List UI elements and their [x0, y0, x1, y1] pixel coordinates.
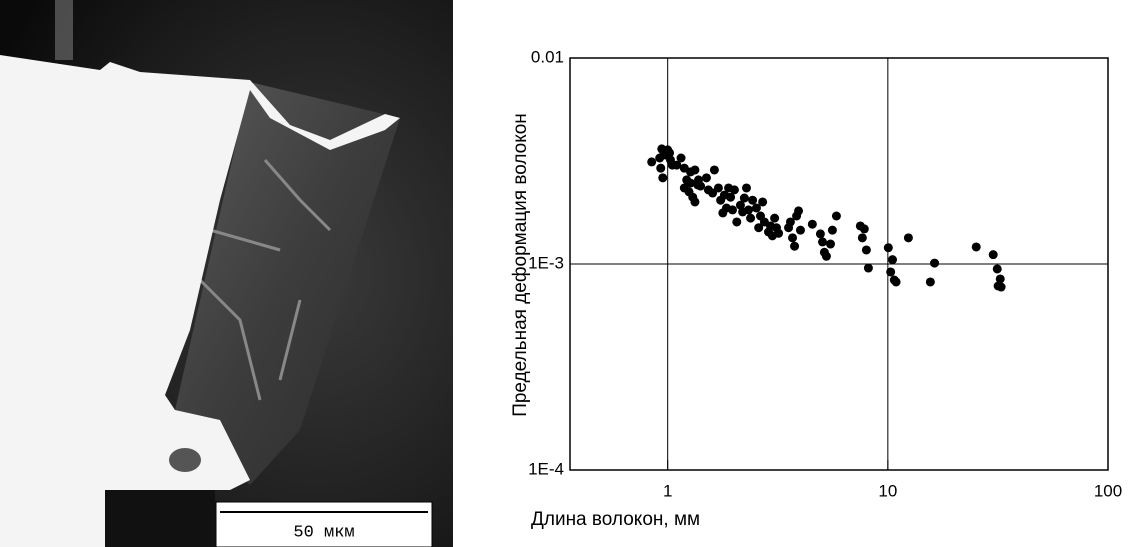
x-tick-label: 100 — [1094, 481, 1122, 500]
point — [748, 195, 758, 205]
point — [770, 213, 780, 223]
point — [826, 239, 836, 249]
point — [746, 213, 756, 223]
point — [971, 242, 981, 252]
micrograph-corner — [105, 490, 215, 547]
point — [686, 178, 696, 188]
point — [996, 282, 1006, 292]
x-axis-label: Длина волокон, мм — [531, 509, 700, 530]
point — [863, 263, 873, 273]
point — [696, 181, 706, 191]
point — [861, 245, 871, 255]
point — [690, 165, 700, 175]
scale-label: 50 мкм — [293, 523, 354, 542]
point — [903, 233, 913, 243]
point — [754, 223, 764, 233]
point — [656, 163, 666, 173]
point — [790, 241, 800, 251]
point — [672, 160, 682, 170]
point — [741, 183, 751, 193]
point — [647, 157, 657, 167]
point — [701, 173, 711, 183]
point — [665, 148, 675, 158]
point — [827, 225, 837, 235]
debris — [169, 448, 201, 472]
fiber-face — [175, 82, 400, 485]
point — [925, 277, 935, 287]
point — [930, 258, 940, 268]
point — [713, 183, 723, 193]
point — [739, 193, 749, 203]
point — [732, 217, 742, 227]
point — [676, 153, 686, 163]
point — [883, 243, 893, 253]
point — [785, 217, 795, 227]
micrograph-streak — [55, 0, 73, 60]
point — [728, 205, 738, 215]
fracture-lines — [198, 159, 332, 401]
point — [807, 219, 817, 229]
point — [709, 165, 719, 175]
point — [831, 211, 841, 221]
scale-bar-box — [215, 501, 433, 547]
point — [690, 197, 700, 207]
point — [992, 264, 1002, 274]
point — [774, 228, 784, 238]
point — [857, 233, 867, 243]
point — [995, 274, 1005, 284]
point — [729, 185, 739, 195]
point — [658, 173, 668, 183]
point — [795, 225, 805, 235]
point — [788, 233, 798, 243]
y-tick-label: 0.01 — [531, 47, 564, 66]
plot-frame — [569, 57, 1109, 471]
point — [744, 205, 754, 215]
point — [815, 229, 825, 239]
micrograph: 50 мкм — [0, 0, 453, 547]
point — [708, 188, 718, 198]
point — [891, 277, 901, 287]
x-tick-label: 1 — [663, 481, 672, 500]
fiber-body — [0, 55, 400, 547]
y-tick-label: 1E-3 — [528, 253, 564, 272]
y-axis-label: Предельная деформация волокон — [510, 113, 531, 417]
point — [751, 203, 761, 213]
point — [859, 224, 869, 234]
chart: Длина волокон, мм Предельная деформация … — [510, 47, 1122, 530]
point — [988, 250, 998, 260]
point — [818, 237, 828, 247]
point — [726, 192, 736, 202]
point — [821, 251, 831, 261]
y-tick-label: 1E-4 — [528, 459, 564, 478]
point — [886, 267, 896, 277]
point — [758, 197, 768, 207]
point — [888, 255, 898, 265]
x-tick-label: 10 — [878, 481, 897, 500]
point — [794, 206, 804, 216]
